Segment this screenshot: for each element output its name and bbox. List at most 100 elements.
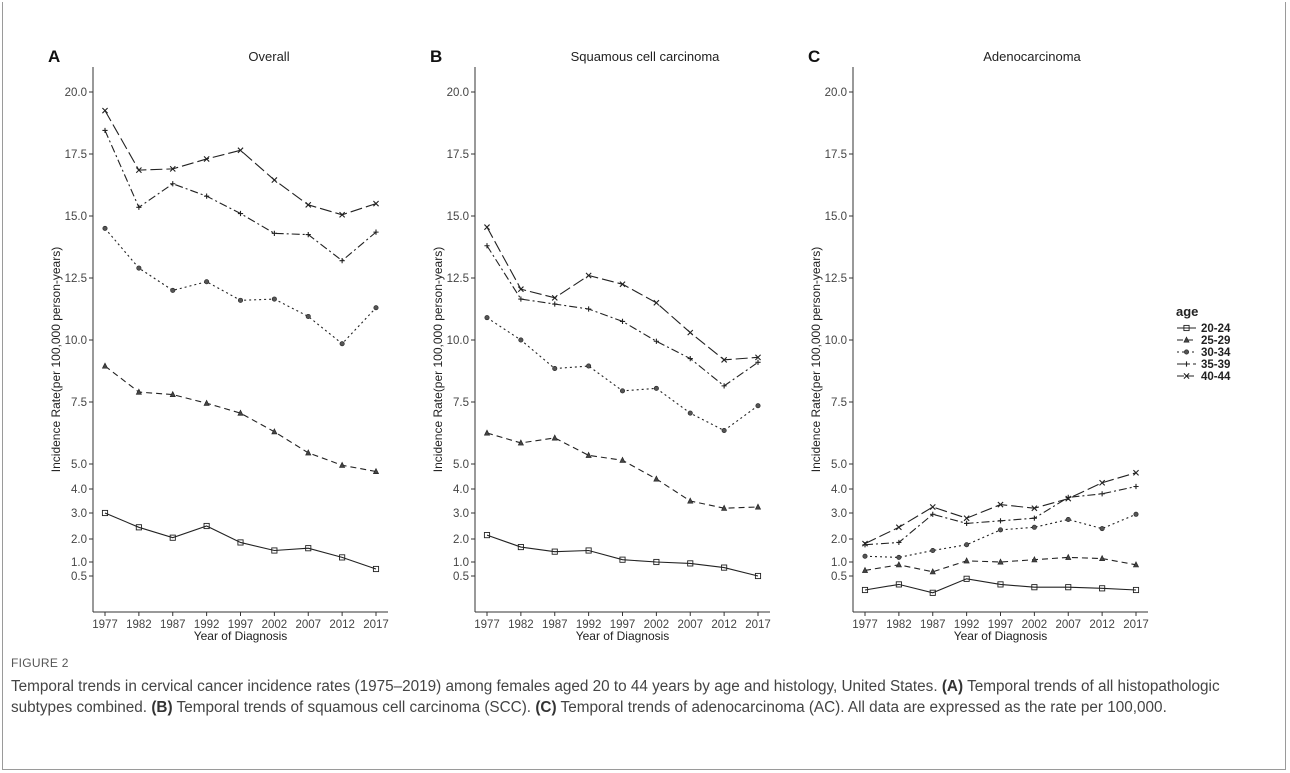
data-point — [997, 527, 1003, 533]
data-point — [1065, 495, 1072, 502]
series-line — [486, 534, 759, 577]
y-tick-label: 2.0 — [831, 534, 847, 546]
data-point — [964, 542, 970, 548]
y-tick-label: 3.0 — [453, 508, 469, 520]
data-point — [305, 545, 312, 552]
data-point — [964, 520, 970, 526]
data-point — [170, 181, 176, 187]
x-tick-label: 1997 — [988, 619, 1014, 631]
figure-caption: Temporal trends in cervical cancer incid… — [11, 676, 1276, 718]
data-point — [1099, 479, 1106, 486]
x-tick-label: 2002 — [262, 619, 288, 631]
series-40-44 — [862, 469, 1139, 547]
data-point — [721, 383, 727, 389]
data-point — [755, 403, 761, 409]
data-point — [339, 554, 346, 561]
series-line — [864, 556, 1137, 573]
data-point — [687, 410, 693, 416]
data-point — [896, 539, 902, 546]
caption-c: Temporal trends of adenocarcinoma (AC). … — [560, 699, 1167, 716]
data-point — [895, 524, 902, 531]
series-30-34 — [862, 511, 1139, 560]
x-tick-label: 1982 — [126, 619, 152, 631]
data-point — [896, 554, 902, 560]
y-tick-label: 4.0 — [453, 484, 469, 496]
data-point — [552, 301, 558, 307]
data-point — [586, 306, 592, 312]
y-tick-label: 1.0 — [71, 557, 87, 569]
x-tick-label: 2012 — [1089, 619, 1115, 631]
data-point — [619, 556, 626, 563]
data-point — [861, 586, 869, 594]
data-point — [619, 456, 626, 463]
y-tick-label: 0.5 — [453, 571, 469, 583]
data-point — [203, 399, 210, 406]
x-tick-label: 1982 — [508, 619, 534, 631]
data-point — [997, 581, 1004, 588]
x-tick-label: 2017 — [1123, 619, 1149, 631]
data-point — [687, 356, 693, 362]
data-point — [1031, 505, 1038, 512]
figure-charts: 0.5 1.0 2.0 3.0 4.0 5.0 7.5 10.0 12.5 15.0 17.5 20.… — [48, 47, 1231, 643]
x-tick-label: 1997 — [228, 619, 254, 631]
legend-title: age — [1176, 304, 1198, 319]
legend-entry: 30-34 — [1177, 347, 1231, 359]
legend-entry: 40-44 — [1177, 371, 1231, 383]
x-tick-label: 1977 — [852, 619, 878, 631]
data-point — [237, 539, 244, 546]
data-point — [1099, 554, 1106, 562]
y-tick-label: 3.0 — [71, 508, 87, 520]
series-line — [104, 110, 377, 216]
caption-tag-b: (B) — [151, 699, 173, 716]
data-point — [895, 581, 902, 588]
data-point — [271, 177, 278, 184]
data-point — [484, 243, 490, 249]
data-point — [551, 434, 558, 441]
x-tick-label: 1992 — [194, 619, 220, 631]
data-point — [373, 305, 379, 311]
data-point — [305, 232, 311, 238]
caption-b: Temporal trends of squamous cell carcino… — [176, 699, 532, 716]
data-point — [1133, 469, 1139, 476]
y-tick-label: 1.0 — [453, 557, 469, 569]
data-point — [687, 560, 694, 567]
y-tick-label: 15.0 — [447, 211, 469, 223]
y-tick-label: 5.0 — [831, 459, 847, 471]
x-tick-label: 2017 — [745, 619, 771, 631]
data-point — [963, 575, 970, 582]
y-tick-label: 15.0 — [65, 211, 87, 223]
data-point — [653, 338, 659, 344]
data-point — [653, 385, 659, 391]
x-tick-label: 1987 — [542, 619, 568, 631]
data-point — [484, 315, 490, 321]
data-point — [895, 561, 902, 568]
data-point — [1065, 584, 1072, 591]
data-point — [687, 497, 694, 504]
x-tick-label: 1992 — [954, 619, 980, 631]
y-tick-label: 12.5 — [447, 273, 469, 285]
panel-title: Squamous cell carcinoma — [571, 49, 721, 64]
data-point — [586, 363, 592, 369]
data-point — [1099, 585, 1106, 592]
legend-label: 20-24 — [1201, 323, 1231, 335]
y-tick-label: 3.0 — [831, 508, 847, 520]
series-line — [864, 578, 1137, 594]
data-point — [551, 548, 558, 555]
legend-key-marker — [1183, 361, 1190, 367]
data-point — [1031, 556, 1038, 563]
data-point — [929, 589, 936, 596]
data-point — [237, 147, 244, 154]
legend-label: 40-44 — [1201, 371, 1231, 383]
data-point — [687, 329, 694, 336]
series-20-24 — [101, 509, 380, 573]
data-point — [619, 281, 626, 288]
data-point — [339, 461, 346, 468]
x-axis-label: Year of Diagnosis — [194, 629, 288, 643]
data-point — [305, 313, 311, 319]
data-point — [862, 540, 868, 547]
data-point — [929, 504, 936, 510]
data-point — [271, 428, 278, 435]
series-line — [486, 245, 759, 387]
data-point — [483, 429, 491, 436]
